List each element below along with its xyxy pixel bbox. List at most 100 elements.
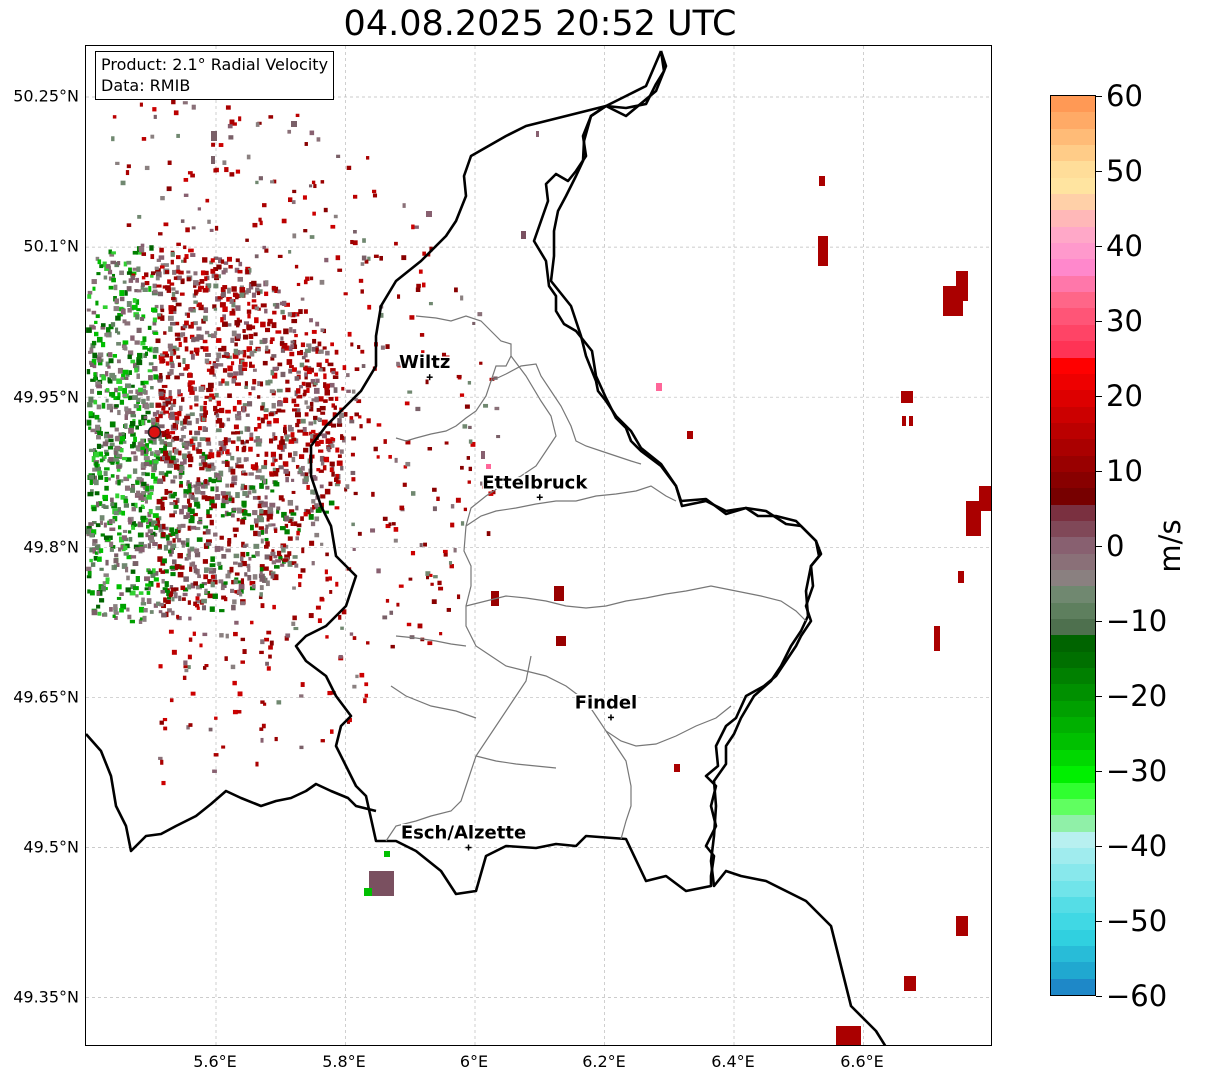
colorbar-tick-mark [1096, 171, 1102, 172]
echo-pixel [477, 312, 483, 317]
echo-pixel [155, 517, 160, 521]
echo-pixel [184, 254, 189, 259]
echo-pixel [168, 549, 172, 554]
echo-pixel [308, 513, 314, 520]
echo-pixel [222, 285, 228, 290]
echo-pixel [141, 419, 145, 426]
echo-pixel [186, 540, 190, 547]
echo-pixel [176, 355, 181, 359]
echo-pixel [259, 575, 265, 582]
echo-pixel [366, 641, 370, 645]
echo-pixel [274, 468, 280, 473]
echo-pixel [218, 143, 224, 147]
echo-pixel [193, 280, 199, 286]
echo-pixel [181, 434, 186, 439]
echo-pixel [178, 405, 183, 412]
echo-pixel [133, 455, 138, 462]
echo-pixel [203, 412, 208, 418]
echo-pixel [410, 491, 416, 496]
echo-pixel [349, 632, 354, 636]
echo-pixel [243, 485, 248, 490]
city-label: Ettelbruck [482, 472, 588, 493]
echo-pixel [175, 347, 180, 351]
lat-tick-label: 49.95°N [13, 387, 79, 407]
echo-pixel [114, 616, 118, 620]
echo-pixel [183, 257, 187, 263]
echo-pixel [282, 461, 289, 467]
echo-pixel [236, 457, 242, 464]
echo-pixel [140, 462, 147, 469]
echo-pixel [184, 446, 189, 450]
echo-pixel [367, 256, 371, 261]
echo-pixel [339, 412, 345, 418]
echo-pixel [131, 484, 135, 489]
echo-pixel [101, 456, 106, 461]
echo-pixel [218, 381, 223, 386]
echo-pixel [264, 248, 269, 253]
echo-pixel [140, 439, 145, 443]
echo-pixel [134, 289, 139, 293]
colorbar-segment [1051, 373, 1095, 391]
colorbar-tick-mark [1096, 846, 1102, 847]
echo-pixel [335, 255, 341, 261]
radar-map[interactable]: Wiltz Ettelbruck Findel Esch/Alzette [85, 45, 992, 1046]
echo-pixel [175, 255, 181, 260]
echo-pixel [168, 390, 172, 397]
echo-pixel [314, 516, 320, 522]
echo-pixel [86, 575, 92, 579]
echo-pixel [257, 503, 263, 509]
echo-pixel [143, 380, 149, 385]
echo-pixel [245, 269, 250, 275]
echo-pixel [118, 432, 123, 437]
colorbar-tick-label: −60 [1106, 979, 1168, 1013]
colorbar-tick-mark [1096, 96, 1102, 97]
echo-pixel [205, 529, 211, 535]
echo-pixel [159, 439, 165, 445]
echo-pixel [353, 491, 358, 496]
echo-pixel [330, 368, 336, 373]
echo-pixel [430, 582, 434, 586]
echo-pixel [242, 403, 248, 407]
echo-pixel [281, 342, 288, 349]
echo-pixel [97, 431, 103, 437]
echo-pixel [205, 198, 210, 203]
echo-pixel [257, 121, 262, 125]
echo-pixel [185, 538, 190, 543]
echo-pixel [305, 442, 311, 447]
echo-pixel [199, 583, 205, 588]
echo-pixel [330, 224, 336, 229]
colorbar-tick-label: −10 [1106, 604, 1168, 638]
echo-pixel [119, 479, 124, 483]
echo-pixel [125, 587, 131, 593]
echo-pixel [111, 136, 115, 142]
echo-pixel [345, 484, 350, 490]
echo-pixel [212, 579, 218, 585]
echo-pixel [264, 637, 270, 642]
echo-pixel [229, 172, 235, 177]
echo-pixel [241, 470, 246, 474]
echo-pixel [152, 354, 157, 359]
echo-pixel [152, 411, 158, 417]
echo-pixel [137, 352, 143, 359]
echo-pixel [140, 515, 147, 520]
echo-pixel [127, 530, 132, 534]
echo-pixel [194, 548, 200, 554]
echo-pixel [170, 455, 176, 461]
echo-pixel [215, 486, 219, 492]
colorbar-tick-mark [1096, 621, 1102, 622]
echo-pixel [180, 420, 184, 426]
echo-pixel [180, 523, 186, 528]
colorbar-tick-label: −40 [1106, 829, 1168, 863]
echo-pixel [156, 518, 161, 524]
echo-pixel [97, 390, 102, 395]
echo-pixel [201, 416, 206, 422]
echo-pixel [199, 413, 204, 417]
echo-pixel [301, 381, 306, 386]
echo-pixel [217, 475, 222, 481]
echo-pixel [210, 366, 214, 372]
echo-pixel [264, 554, 271, 560]
colorbar-tick-mark [1096, 546, 1102, 547]
echo-pixel [179, 438, 184, 442]
echo-pixel [182, 324, 188, 329]
echo-cell [674, 764, 680, 772]
